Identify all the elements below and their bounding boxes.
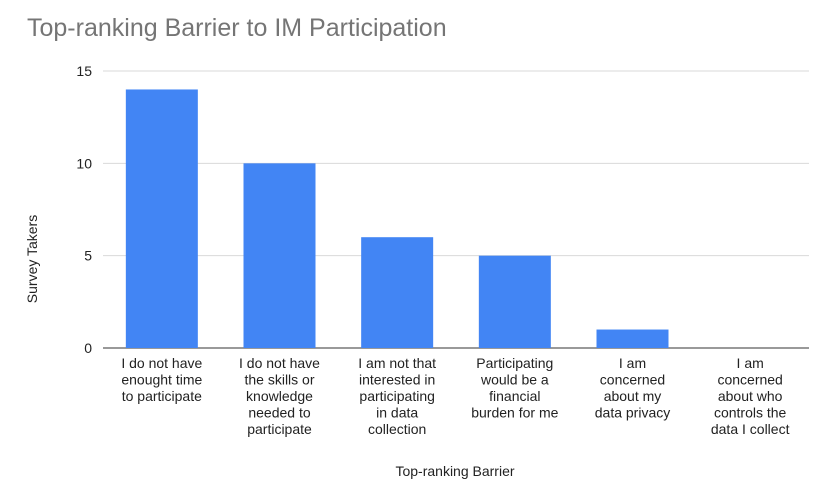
y-axis-ticks: 0 5 10 15 (76, 63, 92, 356)
bar (125, 89, 198, 348)
x-axis-title: Top-ranking Barrier (395, 463, 514, 479)
x-tick-label: Participating would be a financial burden f… (471, 355, 558, 421)
x-tick-label-line: data privacy (595, 405, 670, 421)
x-tick-label: I am concerned about who controls the data I… (711, 355, 790, 437)
x-tick-label: I do not have the skills or knowledge neede… (239, 355, 320, 437)
bar (361, 237, 434, 348)
x-tick-label-line: would be a (480, 372, 549, 388)
x-tick-label-line: I am (619, 355, 646, 371)
y-tick-label: 0 (84, 340, 92, 356)
x-tick-label-line: about who (718, 388, 783, 404)
x-tick-label-line: participate (247, 421, 312, 437)
x-tick-label: I do not have enought time to participate (121, 355, 202, 404)
x-tick-label-line: I am not that (358, 355, 436, 371)
x-tick-label-line: I do not have (121, 355, 202, 371)
x-tick-label-line: interested in (359, 372, 435, 388)
y-tick-label: 10 (76, 155, 92, 171)
x-tick-label-line: in data (376, 405, 418, 421)
x-tick-label-line: about my (604, 388, 662, 404)
x-tick-label-line: Participating (476, 355, 553, 371)
x-tick-label-line: controls the (714, 405, 787, 421)
x-tick-label-line: concerned (717, 372, 782, 388)
bar (243, 163, 316, 348)
x-tick-label-line: I do not have (239, 355, 320, 371)
x-tick-label-line: participating (359, 388, 435, 404)
x-tick-label-line: financial (489, 388, 540, 404)
x-tick-label-line: collection (368, 421, 426, 437)
y-axis-title: Survey Takers (24, 215, 40, 303)
bar (596, 329, 669, 348)
x-axis-ticks: I do not have enought time to participateI… (121, 355, 789, 437)
x-tick-label: I am concerned about my data privacy (595, 355, 670, 421)
x-tick-label-line: concerned (600, 372, 665, 388)
x-tick-label-line: needed to (248, 405, 310, 421)
x-tick-label-line: to participate (122, 388, 202, 404)
x-tick-label: I am not that interested in participating i… (358, 355, 436, 437)
x-tick-label-line: I am (737, 355, 764, 371)
gridlines (103, 70, 809, 349)
x-tick-label-line: burden for me (471, 405, 558, 421)
bars (125, 89, 669, 348)
x-tick-label-line: knowledge (246, 388, 313, 404)
bar (478, 255, 551, 348)
chart-title: Top-ranking Barrier to IM Participation (27, 14, 447, 42)
y-tick-label: 15 (76, 63, 92, 79)
x-tick-label-line: data I collect (711, 421, 790, 437)
x-tick-label-line: enought time (121, 372, 202, 388)
y-tick-label: 5 (84, 248, 92, 264)
x-tick-label-line: the skills or (244, 372, 314, 388)
